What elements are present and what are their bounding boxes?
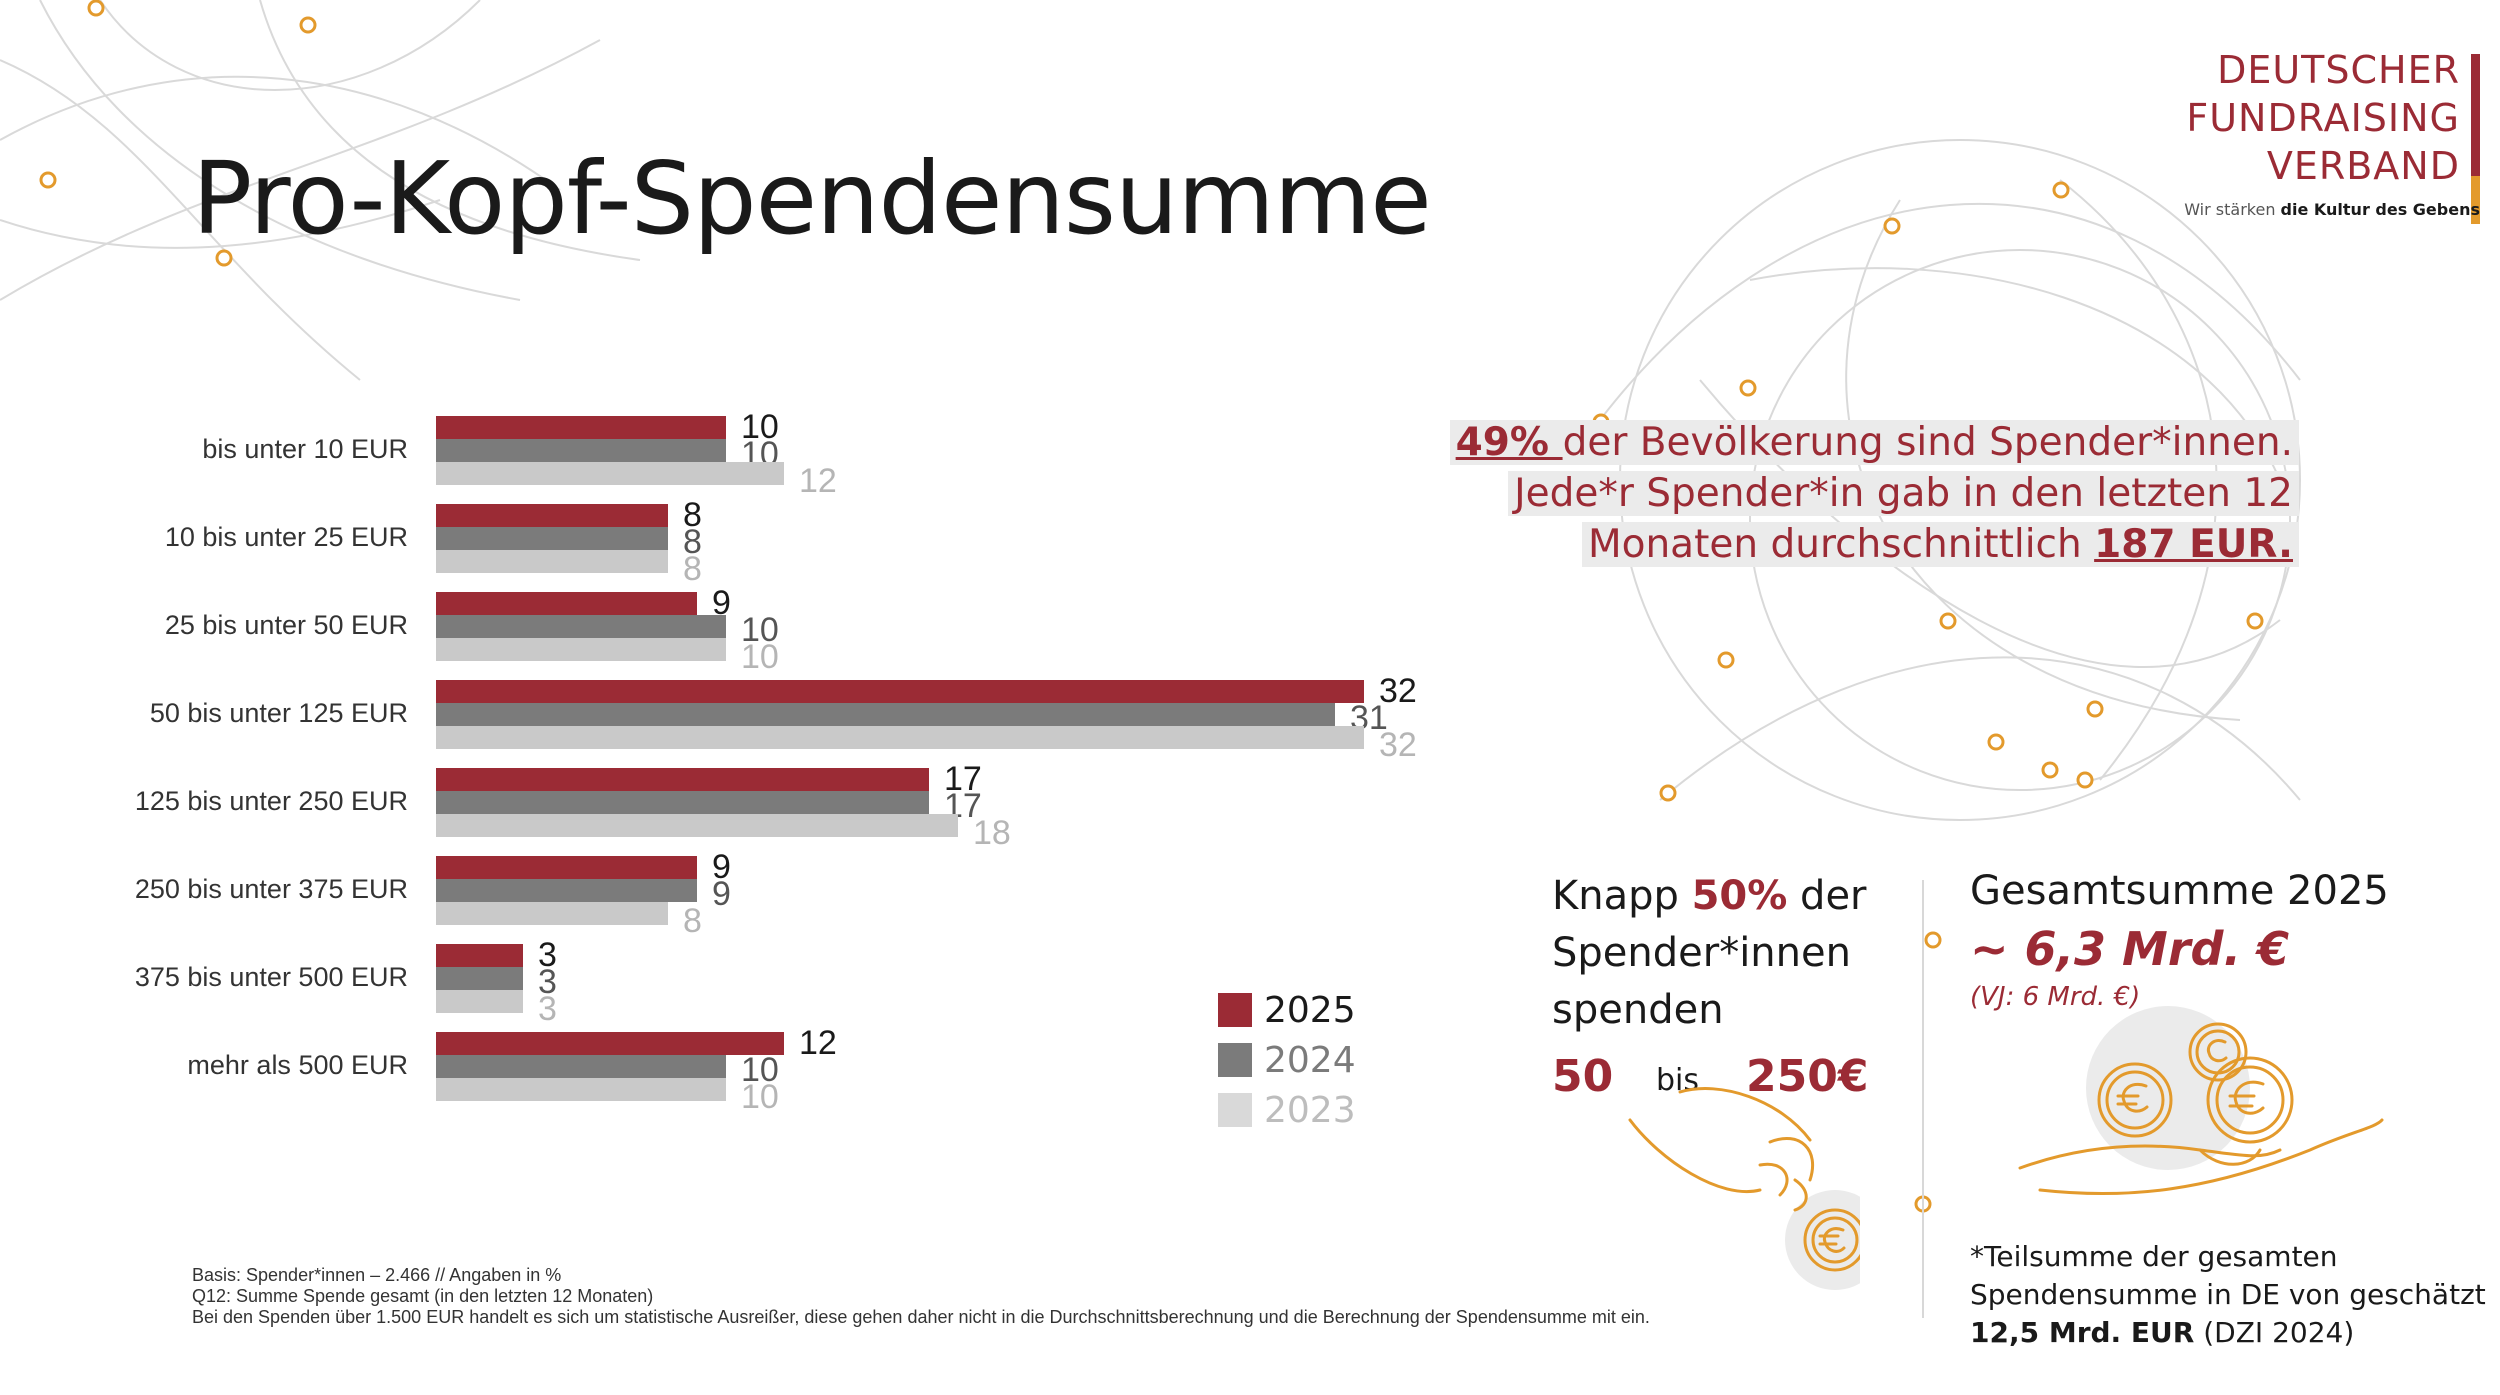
gesamt-value: ~ 6,3 Mrd. €: [1970, 922, 2289, 976]
knapp-statement: Knapp 50% der Spender*innen spenden: [1552, 868, 1867, 1039]
population-callout: 49% der Bevölkerung sind Spender*innen. …: [1449, 420, 2299, 573]
range-to: 250€: [1746, 1051, 1869, 1102]
bar-2023: [436, 550, 668, 573]
value-label-2023: 10: [741, 1078, 779, 1116]
category-label: bis unter 10 EUR: [202, 434, 408, 464]
logo-line-2: FUNDRAISING: [2186, 96, 2460, 140]
bar-2025: [436, 1032, 784, 1055]
bar-2023: [436, 1078, 726, 1101]
legend-item-2024: 2024: [1218, 1035, 1356, 1085]
bar-2024: [436, 967, 523, 990]
value-label-2024: 10: [741, 611, 779, 649]
basis-line-2: Q12: Summe Spende gesamt (in den letzten…: [192, 1286, 654, 1306]
value-label-2024: 3: [538, 963, 557, 1001]
category-label: 375 bis unter 500 EUR: [135, 962, 408, 992]
range-from: 50: [1552, 1051, 1614, 1102]
coins-hand-icon: [2018, 1006, 2384, 1196]
legend-item-2023: 2023: [1218, 1085, 1356, 1135]
chart-legend: 2025 2024 2023: [1218, 985, 1356, 1135]
category-label: 10 bis unter 25 EUR: [165, 522, 408, 552]
bar-2025: [436, 592, 697, 615]
value-label-2024: 10: [741, 1051, 779, 1089]
logo-tagline: Wir stärken die Kultur des Gebens: [2184, 200, 2480, 219]
value-label-2025: 9: [712, 584, 731, 622]
bar-2025: [436, 504, 668, 527]
callout-line-1: 49% der Bevölkerung sind Spender*innen.: [1449, 420, 2299, 465]
category-label: mehr als 500 EUR: [187, 1050, 408, 1080]
knapp-line-3: spenden: [1552, 987, 1724, 1033]
knapp-line-2: Spender*innen: [1552, 930, 1851, 976]
legend-item-2025: 2025: [1218, 985, 1356, 1035]
basis-line-1: Basis: Spender*innen – 2.466 // Angaben …: [192, 1265, 562, 1285]
value-label-2025: 3: [538, 936, 557, 974]
basis-note: Basis: Spender*innen – 2.466 // Angaben …: [192, 1265, 1650, 1328]
knapp-line-1: Knapp 50% der: [1552, 873, 1867, 919]
value-label-2024: 8: [683, 523, 702, 561]
bar-2023: [436, 726, 1364, 749]
value-label-2023: 8: [683, 550, 702, 588]
bar-2023: [436, 902, 668, 925]
legend-swatch-2023: [1218, 1093, 1252, 1127]
gesamt-previous: (VJ: 6 Mrd. €): [1970, 982, 2141, 1012]
bar-2024: [436, 703, 1335, 726]
category-label: 50 bis unter 125 EUR: [150, 698, 408, 728]
basis-line-3: Bei den Spenden über 1.500 EUR handelt e…: [192, 1307, 1650, 1327]
category-label: 25 bis unter 50 EUR: [165, 610, 408, 640]
bar-2024: [436, 439, 726, 462]
donation-range: 50 bis 250€: [1552, 1042, 1868, 1102]
teilsumme-footnote: *Teilsumme der gesamten Spendensumme in …: [1970, 1238, 2486, 1352]
value-label-2023: 18: [973, 814, 1011, 852]
legend-label-2024: 2024: [1264, 1039, 1356, 1081]
bar-2025: [436, 944, 523, 967]
value-label-2023: 32: [1379, 726, 1417, 764]
bar-2024: [436, 791, 929, 814]
gesamtsumme-block: Gesamtsumme 2025 ~ 6,3 Mrd. € (VJ: 6 Mrd…: [1970, 868, 2389, 1012]
legend-swatch-2024: [1218, 1043, 1252, 1077]
hand-coin-icon: [1628, 1087, 1860, 1290]
bar-2023: [436, 462, 784, 485]
legend-label-2023: 2023: [1264, 1089, 1356, 1131]
logo-line-1: DEUTSCHER: [2217, 48, 2460, 92]
value-label-2025: 9: [712, 848, 731, 886]
value-label-2023: 3: [538, 990, 557, 1028]
value-label-2025: 12: [799, 1024, 837, 1062]
logo-bar-orange: [2471, 176, 2480, 224]
category-label: 250 bis unter 375 EUR: [135, 874, 408, 904]
bar-2024: [436, 527, 668, 550]
bar-2023: [436, 638, 726, 661]
value-label-2025: 10: [741, 408, 779, 446]
value-label-2023: 10: [741, 638, 779, 676]
value-label-2023: 12: [799, 462, 837, 500]
footnote-line-2: Spendensumme in DE von geschätzt: [1970, 1278, 2486, 1311]
value-label-2023: 8: [683, 902, 702, 940]
bar-2025: [436, 856, 697, 879]
callout-line-3: Monaten durchschnittlich 187 EUR.: [1581, 522, 2299, 567]
legend-swatch-2025: [1218, 993, 1252, 1027]
logo-line-3: VERBAND: [2266, 144, 2460, 188]
legend-label-2025: 2025: [1264, 989, 1356, 1031]
value-label-2025: 32: [1379, 672, 1417, 710]
bar-2024: [436, 615, 726, 638]
vertical-divider: [1922, 880, 1924, 1318]
bar-2025: [436, 680, 1364, 703]
bar-2025: [436, 768, 929, 791]
page-title: Pro-Kopf-Spendensumme: [192, 140, 1432, 257]
value-label-2024: 9: [712, 875, 731, 913]
footnote-line-3: 12,5 Mrd. EUR (DZI 2024): [1970, 1316, 2355, 1349]
dfv-logo: DEUTSCHER FUNDRAISING VERBAND Wir stärke…: [2160, 48, 2480, 238]
callout-line-2: Jede*r Spender*in gab in den letzten 12: [1508, 471, 2299, 516]
value-label-2025: 8: [683, 496, 702, 534]
range-mid: bis: [1656, 1063, 1700, 1098]
gesamt-heading: Gesamtsumme 2025: [1970, 868, 2389, 914]
logo-bar-red: [2471, 54, 2480, 176]
bar-2024: [436, 879, 697, 902]
bar-2023: [436, 814, 958, 837]
category-label: 125 bis unter 250 EUR: [135, 786, 408, 816]
value-label-2025: 17: [944, 760, 982, 798]
bar-2023: [436, 990, 523, 1013]
footnote-line-1: *Teilsumme der gesamten: [1970, 1240, 2338, 1273]
bar-2024: [436, 1055, 726, 1078]
bar-2025: [436, 416, 726, 439]
